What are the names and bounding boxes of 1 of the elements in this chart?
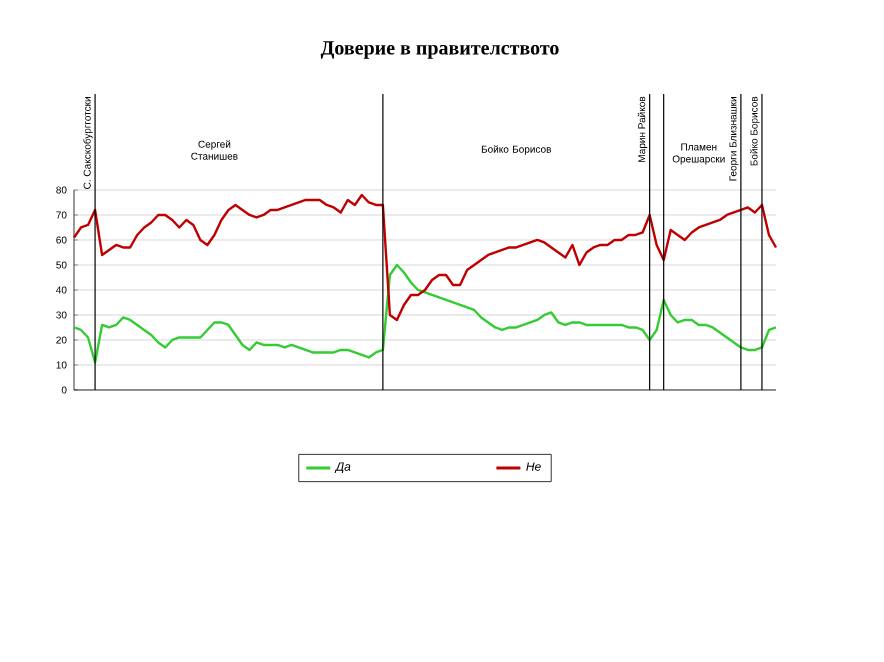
chart-title: Доверие в правителството — [320, 41, 559, 59]
